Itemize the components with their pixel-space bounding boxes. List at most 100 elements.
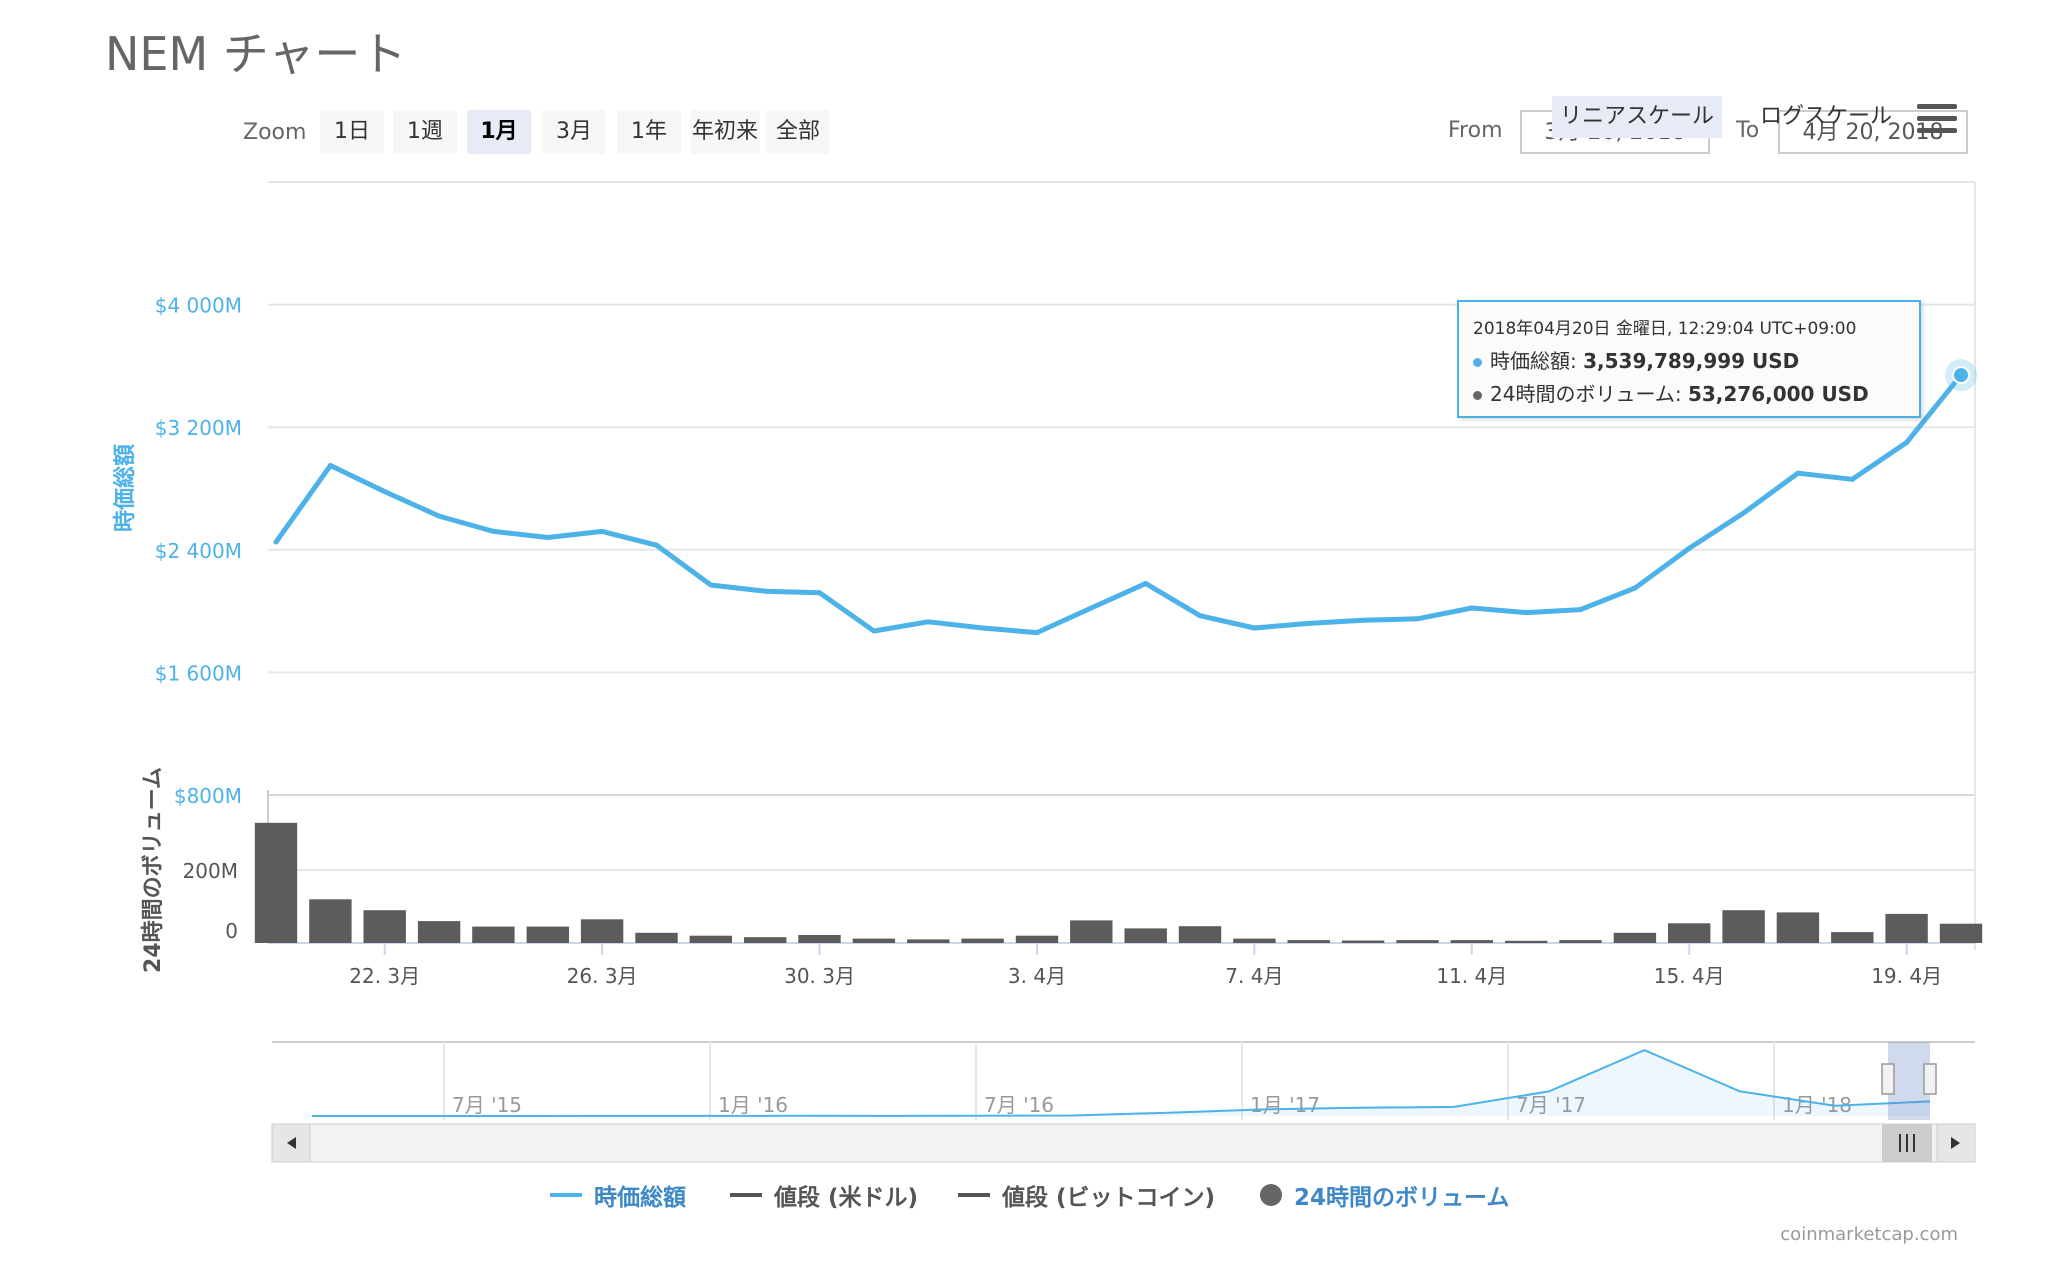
line-legend-icon bbox=[550, 1193, 582, 1197]
volume-bar bbox=[689, 935, 732, 943]
market-cap-line bbox=[273, 373, 1963, 636]
navigator-left-handle bbox=[1881, 1063, 1895, 1095]
x-tick-label: 15. 4月 bbox=[1654, 964, 1725, 988]
volume-bar bbox=[1178, 926, 1222, 943]
market-cap-point bbox=[708, 582, 714, 588]
tooltip-market-cap-row: 時価総額: 3,539,789,999 USD bbox=[1473, 345, 1905, 374]
y-tick-label: $3 200M bbox=[155, 416, 242, 440]
tooltip-market-cap-label: 時価総額: bbox=[1490, 349, 1577, 373]
scrollbar-track bbox=[271, 1123, 1976, 1163]
tooltip-volume-label: 24時間のボリューム: bbox=[1490, 382, 1682, 406]
tooltip-volume-row: 24時間のボリューム: 53,276,000 USD bbox=[1473, 378, 1905, 407]
market-cap-point bbox=[762, 588, 768, 594]
legend-item-price-btc[interactable]: 値段 (ビットコイン) bbox=[958, 1180, 1216, 1211]
range-to-input[interactable]: 4月 20, 2018 bbox=[1778, 110, 1968, 154]
volume-bar bbox=[1450, 940, 1493, 943]
volume-bar bbox=[1559, 940, 1602, 943]
legend-label: 値段 (ビットコイン) bbox=[1002, 1185, 1216, 1211]
market-cap-point bbox=[817, 590, 823, 596]
volume-bar bbox=[254, 822, 298, 943]
volume-bar bbox=[798, 935, 841, 943]
arrow-right-icon bbox=[1951, 1137, 1960, 1149]
market-cap-point bbox=[327, 463, 333, 469]
market-cap-point bbox=[1523, 610, 1529, 616]
market-cap-point bbox=[1197, 613, 1203, 619]
market-cap-point bbox=[871, 628, 877, 634]
volume-bar bbox=[1124, 928, 1167, 943]
market-cap-point bbox=[1251, 625, 1257, 631]
volume-bar bbox=[1233, 938, 1276, 943]
navigator-tick-label: 1月 '17 bbox=[1250, 1093, 1320, 1117]
navigator-line bbox=[312, 1049, 1931, 1117]
legend-item-volume[interactable]: 24時間のボリューム bbox=[1260, 1180, 1510, 1211]
volume-bar bbox=[1396, 940, 1439, 943]
navigator-tick-label: 7月 '15 bbox=[452, 1093, 522, 1117]
navigator-tick-label: 1月 '16 bbox=[718, 1093, 788, 1117]
volume-bar bbox=[907, 939, 950, 943]
market-cap-point bbox=[1143, 581, 1149, 587]
market-cap-point bbox=[1741, 510, 1747, 516]
line-legend-icon bbox=[730, 1193, 762, 1197]
chart-title: NEM チャート bbox=[105, 27, 407, 81]
market-cap-point bbox=[545, 535, 551, 541]
market-cap-point bbox=[1469, 605, 1475, 611]
volume-bar bbox=[417, 921, 461, 943]
volume-bar bbox=[1613, 932, 1657, 943]
credit-link[interactable]: coinmarketcap.com bbox=[1780, 1224, 1958, 1245]
x-tick-label: 7. 4月 bbox=[1225, 964, 1283, 988]
zoom-1d-button[interactable]: 1日 bbox=[320, 110, 384, 154]
volume-bar bbox=[635, 932, 678, 943]
volume-bar bbox=[852, 938, 896, 943]
y-tick-label: $800M bbox=[174, 784, 242, 808]
market-cap-point bbox=[436, 513, 442, 519]
x-tick-label: 11. 4月 bbox=[1436, 964, 1507, 988]
zoom-label: Zoom bbox=[243, 120, 307, 145]
tooltip-volume-value: 53,276,000 USD bbox=[1687, 382, 1869, 406]
y-axis-title: 時価総額 bbox=[112, 444, 138, 532]
volume-bar bbox=[309, 899, 352, 943]
linear-scale-button[interactable]: リニアスケール bbox=[1552, 96, 1723, 138]
x-tick-label: 30. 3月 bbox=[784, 964, 855, 988]
y-tick-label: $1 600M bbox=[155, 661, 242, 685]
tooltip-market-cap-value: 3,539,789,999 USD bbox=[1583, 349, 1800, 373]
navigator-selection bbox=[1888, 1042, 1930, 1120]
zoom-all-button[interactable]: 全部 bbox=[766, 110, 830, 154]
arrow-left-icon bbox=[287, 1137, 296, 1149]
x-tick-label: 22. 3月 bbox=[349, 964, 420, 988]
volume-bar bbox=[1885, 913, 1928, 943]
market-cap-point bbox=[925, 619, 931, 625]
legend-label: 時価総額 bbox=[594, 1185, 686, 1211]
market-cap-point bbox=[980, 625, 986, 631]
volume-bar bbox=[1939, 923, 1983, 943]
legend-item-market-cap[interactable]: 時価総額 bbox=[550, 1180, 686, 1211]
menu-icon[interactable] bbox=[1917, 104, 1957, 138]
y-tick-label: $2 400M bbox=[155, 539, 242, 563]
market-cap-point bbox=[1849, 476, 1855, 482]
volume-bar bbox=[744, 937, 787, 943]
market-cap-point bbox=[273, 539, 279, 545]
log-scale-button[interactable]: ログスケール bbox=[1760, 104, 1893, 129]
zoom-3m-button[interactable]: 3月 bbox=[542, 110, 606, 154]
volume-bar bbox=[961, 938, 1004, 943]
range-to-label: To bbox=[1736, 118, 1760, 143]
zoom-1w-button[interactable]: 1週 bbox=[393, 110, 457, 154]
zoom-ytd-button[interactable]: 年初来 bbox=[690, 110, 760, 154]
market-cap-point bbox=[599, 528, 605, 534]
market-cap-point bbox=[382, 489, 388, 495]
market-cap-point bbox=[1578, 607, 1584, 613]
hover-marker bbox=[1952, 366, 1970, 385]
zoom-1y-button[interactable]: 1年 bbox=[617, 110, 681, 154]
volume-bar bbox=[1341, 940, 1385, 943]
volume-bar bbox=[363, 910, 406, 943]
legend-label: 24時間のボリューム bbox=[1294, 1185, 1510, 1211]
volume-bar bbox=[1015, 935, 1059, 943]
market-cap-point bbox=[1632, 585, 1638, 591]
zoom-1m-button[interactable]: 1月 bbox=[467, 110, 531, 154]
volume-bar bbox=[580, 919, 624, 943]
market-cap-point bbox=[1686, 545, 1692, 551]
grip-icon bbox=[1899, 1134, 1915, 1152]
volume-bar bbox=[1722, 910, 1765, 943]
legend-item-price-usd[interactable]: 値段 (米ドル) bbox=[730, 1180, 918, 1211]
circle-legend-icon bbox=[1260, 1184, 1282, 1206]
